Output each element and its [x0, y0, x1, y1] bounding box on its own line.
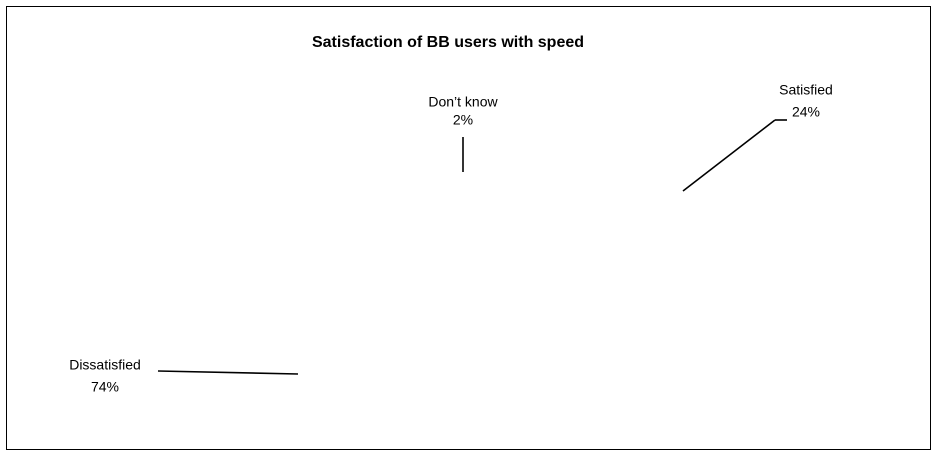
slice-label: Satisfied	[779, 82, 833, 98]
slice-value-label: 74%	[91, 379, 119, 395]
slice-label: Dissatisfied	[69, 357, 141, 373]
chart-title: Satisfaction of BB users with speed	[312, 34, 584, 51]
slice-label: Don’t know	[428, 94, 498, 110]
leader-line	[682, 119, 776, 192]
pie-slice	[470, 172, 598, 300]
leader-line	[157, 370, 299, 375]
pie-slice	[342, 172, 598, 429]
pie-slice	[454, 172, 471, 300]
slice-value-label: 24%	[792, 104, 820, 120]
slice-value-label: 2%	[453, 112, 473, 128]
